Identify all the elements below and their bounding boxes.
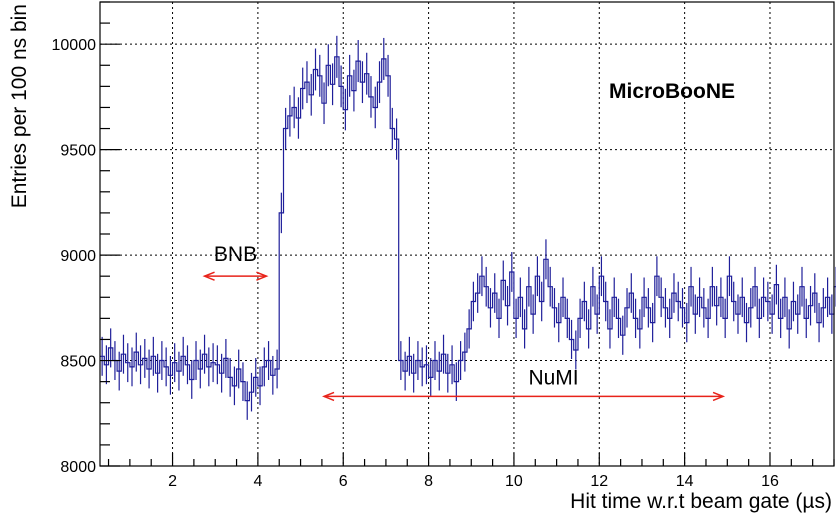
x-tick-label: 14: [676, 473, 694, 490]
histogram: [100, 35, 836, 420]
y-axis-label: Entries per 100 ns bin: [8, 4, 31, 208]
annotation-arrow-head-left: [322, 391, 335, 402]
annotations: MicroBooNE BNB NuMI: [202, 80, 735, 402]
y-tick-label: 9500: [60, 143, 96, 160]
tick-marks: [100, 1, 835, 467]
grid-lines: [100, 2, 834, 466]
annotation-arrow-head-right: [712, 391, 726, 402]
annotation-arrow-head-left: [202, 271, 215, 281]
y-tick-label: 8500: [60, 354, 96, 371]
x-tick-label: 6: [339, 473, 348, 490]
experiment-label: MicroBooNE: [609, 80, 735, 103]
annotation-arrow-head-right: [256, 271, 269, 281]
annotation-label: NuMI: [528, 366, 578, 389]
y-tick-label: 8000: [60, 459, 96, 476]
annotation-label: BNB: [214, 243, 257, 266]
y-tick-label: 9000: [60, 248, 96, 265]
x-tick-label: 4: [253, 473, 262, 490]
x-tick-label: 10: [505, 473, 523, 490]
x-tick-label: 16: [761, 473, 779, 490]
x-tick-label: 12: [590, 473, 608, 490]
x-tick-label: 2: [168, 473, 177, 490]
x-axis-label: Hit time w.r.t beam gate (µs): [570, 490, 832, 513]
y-tick-label: 10000: [52, 37, 97, 54]
x-tick-label: 8: [424, 473, 433, 490]
tick-labels: 2 4 6 8 10 12 14 16 8000 8500 9000 9500 10000: [52, 37, 779, 490]
